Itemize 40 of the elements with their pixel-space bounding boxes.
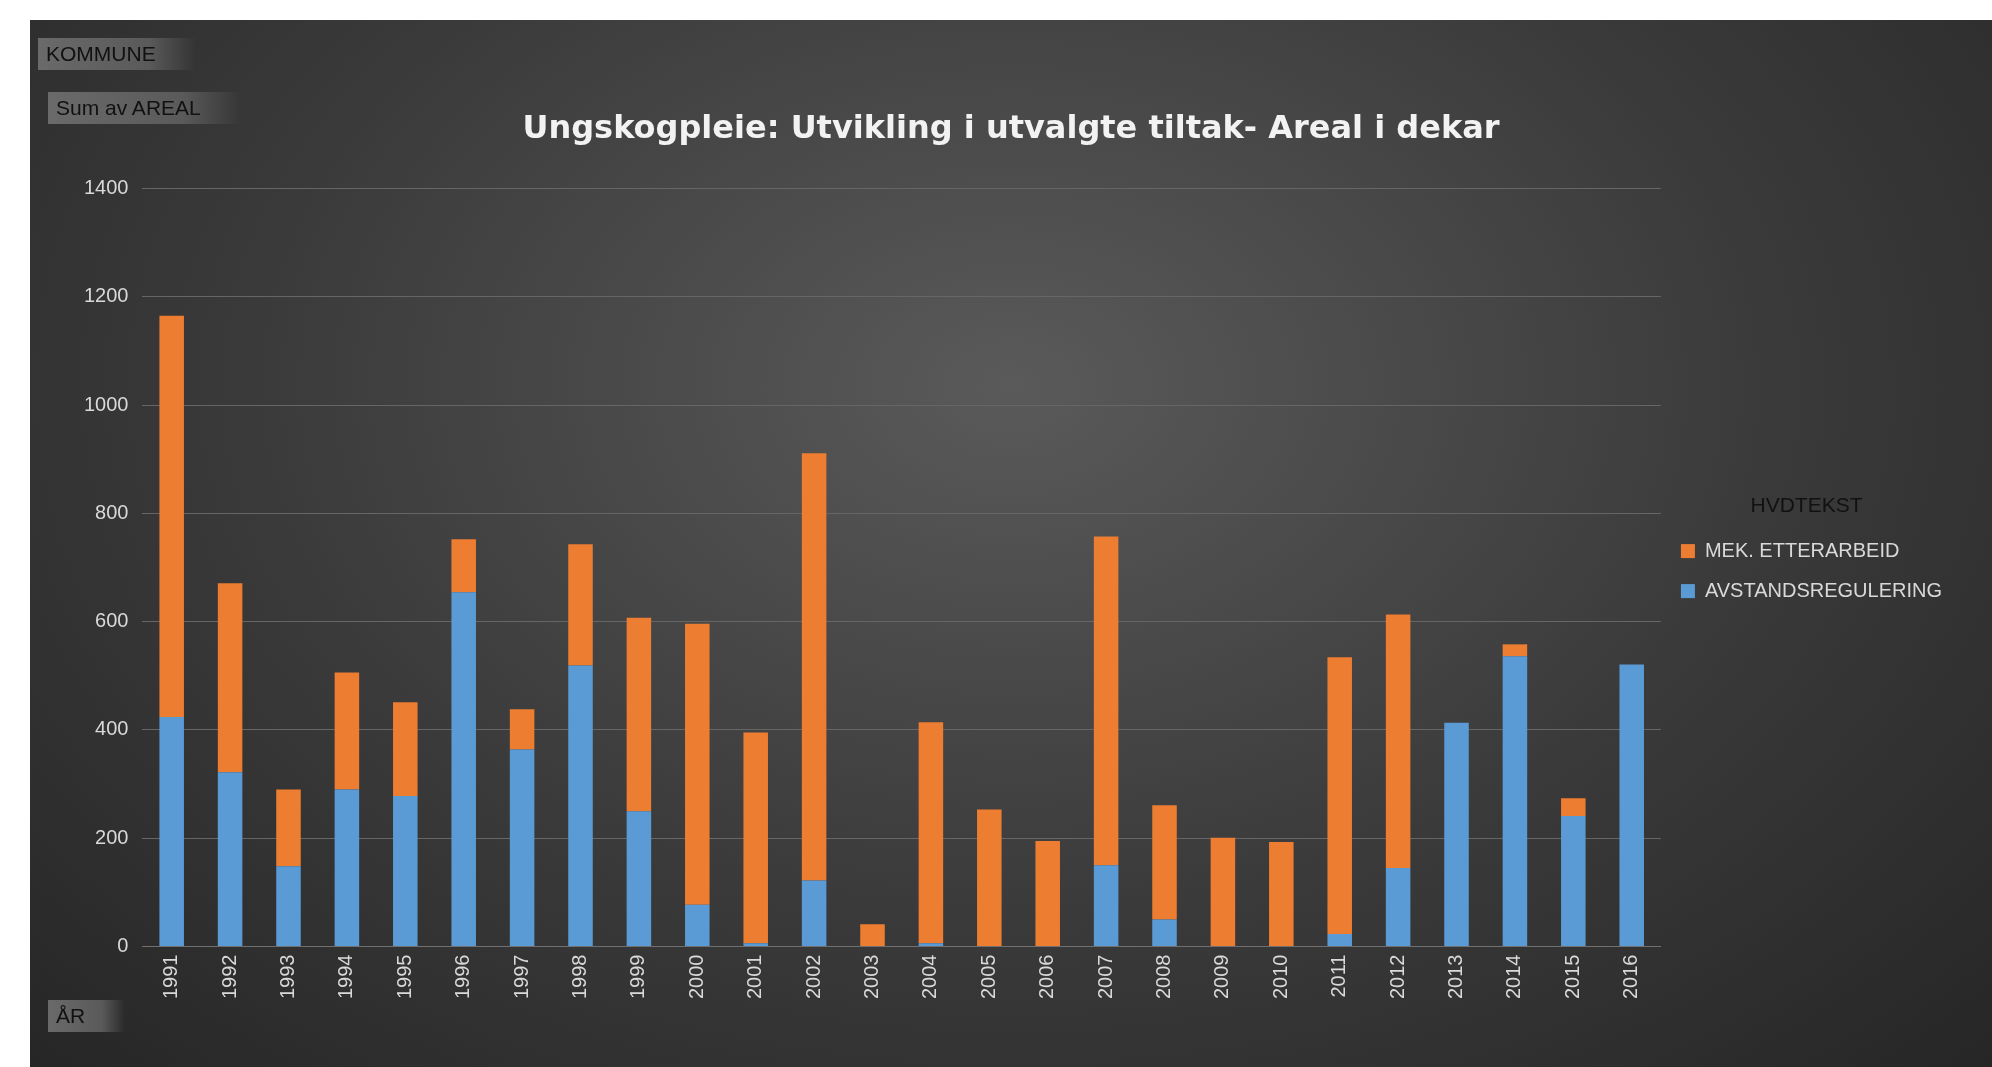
x-tick-label: 1995 [392,954,415,1000]
x-tick-label: 2000 [684,954,707,1000]
x-tick-label: 1997 [509,954,532,1000]
y-tick-label: 0 [117,934,129,957]
y-tick-label: 1200 [83,284,129,307]
x-tick-label: 1991 [159,954,182,1000]
x-tick-label: 2012 [1385,954,1408,1000]
x-tick-label: 1996 [451,954,474,1000]
x-tick-label: 1998 [568,954,591,1000]
y-tick-label: 600 [95,609,129,632]
text: Sum av AREAL [48,92,241,124]
x-tick-label: 2016 [1619,954,1642,1000]
y-tick-label: 1000 [83,392,129,415]
x-tick-label: 2001 [743,954,766,1000]
x-tick-label: 2008 [1152,954,1175,1000]
x-tick-label: 2007 [1093,954,1116,1000]
x-tick-label: 2011 [1327,954,1350,998]
legend-label: AVSTANDSREGULERING [1704,578,1943,601]
x-tick-label: 2013 [1444,954,1467,1000]
text: KOMMUNE [38,38,196,70]
x-tick-label: 1994 [334,954,357,1000]
chart-title: Ungskogpleie: Utvikling i utvalgte tiltak- Areal i dekar [522,107,1500,146]
x-tick-label: 2010 [1268,954,1291,1000]
x-tick-label: 2004 [918,954,941,1000]
x-tick-label: 2005 [976,954,999,1000]
x-tick-label: 2002 [801,954,824,1000]
x-tick-label: 1993 [276,954,299,1000]
text: ÅR [48,1000,126,1032]
x-tick-label: 1999 [626,954,649,1000]
y-tick-label: 200 [95,825,129,848]
legend-label: MEK. ETTERARBEID [1704,538,1900,561]
x-tick-label: 1992 [217,954,240,1000]
x-tick-label: 2009 [1210,954,1233,1000]
x-tick-label: 2015 [1560,954,1583,1000]
x-tick-label: 2003 [860,954,883,1000]
y-tick-label: 400 [95,717,129,740]
x-tick-label: 2014 [1502,954,1525,1000]
y-tick-label: 1400 [83,175,129,198]
y-tick-label: 800 [95,500,129,523]
x-tick-label: 2006 [1035,954,1058,1000]
